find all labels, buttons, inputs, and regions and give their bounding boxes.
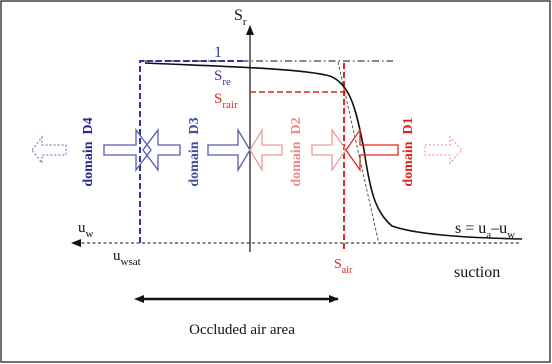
d1-outward-arrow	[424, 135, 463, 165]
s-re-label: Sre	[214, 68, 231, 88]
s-rair-label: Srair	[214, 91, 238, 111]
domain-arrows	[31, 127, 463, 173]
uw-axis-label: uw	[78, 220, 94, 240]
uwsat-label: uwsat	[113, 248, 141, 268]
saturation-one-label: 1	[214, 44, 222, 61]
sair-label: Sair	[334, 257, 353, 276]
sr-axis-label: Sr	[234, 7, 247, 28]
domain-d1-label: domain D1	[401, 117, 416, 186]
tangent-line	[337, 61, 380, 245]
retention-curve	[144, 62, 523, 240]
domain-d3-label: domain D3	[187, 117, 202, 186]
d3-right-arrow	[207, 127, 251, 173]
domain-d4-label: domain D4	[81, 117, 96, 186]
occluded-air-label: Occluded air area	[189, 322, 295, 338]
d2-right-arrow	[311, 127, 347, 173]
d3-left-arrow	[142, 128, 181, 172]
d4-outward-arrow	[31, 135, 67, 165]
d2-left-arrow	[249, 127, 283, 173]
domain-d2-label: domain D2	[289, 117, 304, 186]
suction-axis-label: suction	[454, 264, 500, 281]
d4-right-arrow	[103, 128, 152, 172]
d1-left-arrow	[345, 127, 399, 173]
uwsat-dashed-boundary	[139, 60, 244, 243]
suction-formula: s = ua–uw	[455, 220, 515, 241]
